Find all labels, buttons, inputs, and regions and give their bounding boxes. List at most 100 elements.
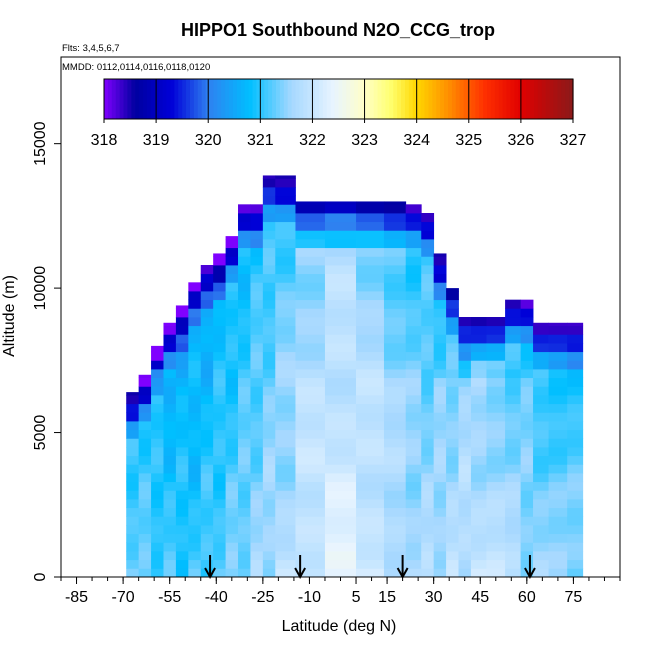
heatmap-cell (151, 360, 164, 370)
heatmap-cell (138, 395, 152, 405)
heatmap-cell (470, 507, 487, 517)
heatmap-cell (383, 386, 407, 396)
heatmap-cell (505, 334, 522, 344)
heatmap-cell (262, 386, 276, 396)
heatmap-cell (138, 490, 152, 500)
heatmap-cell (567, 551, 584, 561)
heatmap-cell (505, 516, 522, 526)
heatmap-cell (520, 308, 534, 318)
heatmap-cell (262, 221, 276, 231)
colorbar-swatch (119, 79, 125, 119)
heatmap-cell (213, 360, 226, 370)
heatmap-cell (238, 568, 251, 578)
heatmap-cell (126, 568, 140, 578)
heatmap-cell (188, 490, 202, 500)
heatmap-cell (433, 377, 447, 387)
heatmap-cell (421, 559, 435, 569)
heatmap-cell (505, 542, 522, 552)
heatmap-cell (238, 429, 251, 439)
heatmap-cell (275, 282, 296, 292)
heatmap-cell (405, 247, 422, 257)
heatmap-cell (405, 308, 422, 318)
heatmap-cell (151, 377, 164, 387)
heatmap-cell (421, 334, 435, 344)
heatmap-cell (213, 412, 226, 422)
heatmap-cell (520, 403, 534, 413)
heatmap-cell (200, 403, 214, 413)
heatmap-cell (433, 464, 447, 474)
heatmap-cell (175, 507, 189, 517)
heatmap-cell (126, 392, 140, 396)
heatmap-cell (262, 256, 276, 266)
heatmap-cell (433, 299, 447, 309)
heatmap-cell (446, 438, 459, 448)
heatmap-cell (548, 351, 568, 361)
heatmap-cell (356, 412, 385, 422)
heatmap-cell (225, 282, 239, 292)
heatmap-cell (275, 438, 296, 448)
heatmap-cell (505, 369, 522, 379)
heatmap-cell (126, 499, 140, 509)
heatmap-cell (421, 230, 435, 240)
heatmap-cell (188, 369, 202, 379)
heatmap-cell (383, 438, 407, 448)
heatmap-cell (238, 542, 251, 552)
heatmap-cell (126, 395, 140, 405)
heatmap-cell (225, 377, 239, 387)
heatmap-cell (356, 308, 385, 318)
heatmap-cell (383, 429, 407, 439)
heatmap-cell (458, 360, 472, 370)
heatmap-cell (356, 317, 385, 327)
colorbar-swatch (299, 79, 304, 119)
heatmap-cell (275, 213, 296, 223)
heatmap-cell (225, 533, 239, 543)
heatmap-cell (175, 325, 189, 335)
heatmap-cell (126, 403, 140, 413)
heatmap-cell (356, 360, 385, 370)
heatmap-cell (200, 291, 214, 301)
heatmap-cell (486, 403, 506, 413)
heatmap-cell (262, 291, 276, 301)
heatmap-cell (356, 291, 385, 301)
heatmap-cell (238, 291, 251, 301)
heatmap-cell (458, 386, 472, 396)
heatmap-cell (324, 542, 357, 552)
heatmap-cell (383, 412, 407, 422)
heatmap-cell (126, 421, 140, 431)
x-tick-label: 60 (518, 589, 536, 606)
heatmap-cell (163, 542, 177, 552)
heatmap-cell (262, 551, 276, 561)
heatmap-cell (126, 525, 140, 535)
heatmap-cell (383, 377, 407, 387)
heatmap-cell (188, 343, 202, 353)
heatmap-cell (433, 403, 447, 413)
heatmap-cell (433, 525, 447, 535)
heatmap-cell (324, 201, 357, 205)
colorbar-swatch (369, 79, 375, 119)
colorbar-swatch (248, 79, 254, 119)
heatmap-cell (126, 507, 140, 517)
heatmap-cell (213, 256, 226, 266)
heatmap-cell (151, 447, 164, 457)
heatmap-cell (383, 490, 407, 500)
heatmap-cell (356, 429, 385, 439)
heatmap-cell (262, 438, 276, 448)
heatmap-cell (295, 429, 326, 439)
colorbar-swatch (459, 79, 465, 119)
heatmap-cell (138, 429, 152, 439)
heatmap-cell (548, 386, 568, 396)
colorbar-swatch (115, 79, 121, 119)
colorbar-swatch (244, 79, 250, 119)
heatmap-cell (188, 473, 202, 483)
heatmap-cell (225, 499, 239, 509)
heatmap-cell (188, 317, 202, 327)
heatmap-cell (262, 455, 276, 465)
heatmap-cell (446, 403, 459, 413)
heatmap-cell (188, 447, 202, 457)
heatmap-cell (533, 551, 549, 561)
heatmap-cell (470, 559, 487, 569)
heatmap-cell (163, 412, 177, 422)
heatmap-cell (175, 403, 189, 413)
heatmap-cell (421, 568, 435, 578)
heatmap-cell (405, 282, 422, 292)
